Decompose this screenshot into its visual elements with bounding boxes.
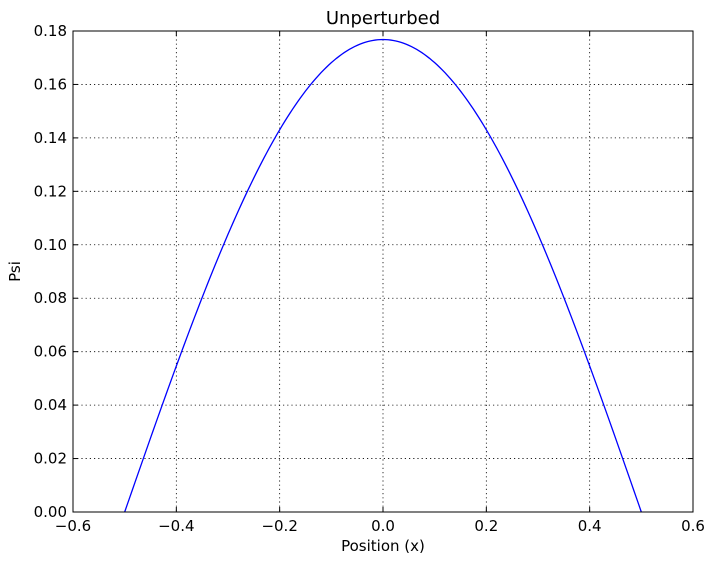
y-tick-label: 0.10 — [34, 236, 67, 254]
x-tick-label: 0.0 — [371, 517, 395, 535]
x-tick-label: −0.4 — [158, 517, 194, 535]
y-tick-label: 0.18 — [34, 22, 67, 40]
x-tick-label: −0.2 — [261, 517, 297, 535]
y-tick-label: 0.16 — [34, 75, 67, 93]
y-tick-label: 0.12 — [34, 182, 67, 200]
x-tick-label: 0.2 — [474, 517, 498, 535]
y-tick-label: 0.02 — [34, 450, 67, 468]
y-tick-label: 0.06 — [34, 343, 67, 361]
x-tick-label: −0.6 — [55, 517, 91, 535]
grid — [73, 31, 693, 512]
y-tick-label: 0.08 — [34, 289, 67, 307]
chart-title: Unperturbed — [326, 8, 440, 29]
series-line-psi — [124, 38, 642, 513]
y-axis-label: Psi — [6, 261, 24, 282]
y-tick-label: 0.04 — [34, 396, 67, 414]
tick-labels: −0.6 −0.4 −0.2 0.0 0.2 0.4 0.6 0.00 0.02 0.04 0.06… — [34, 22, 705, 535]
x-tick-label: 0.6 — [681, 517, 705, 535]
y-tick-label: 0.00 — [34, 503, 67, 521]
y-tick-label: 0.14 — [34, 129, 67, 147]
axis-ticks — [72, 30, 694, 513]
x-axis-label: Position (x) — [341, 537, 425, 555]
x-tick-label: 0.4 — [578, 517, 602, 535]
